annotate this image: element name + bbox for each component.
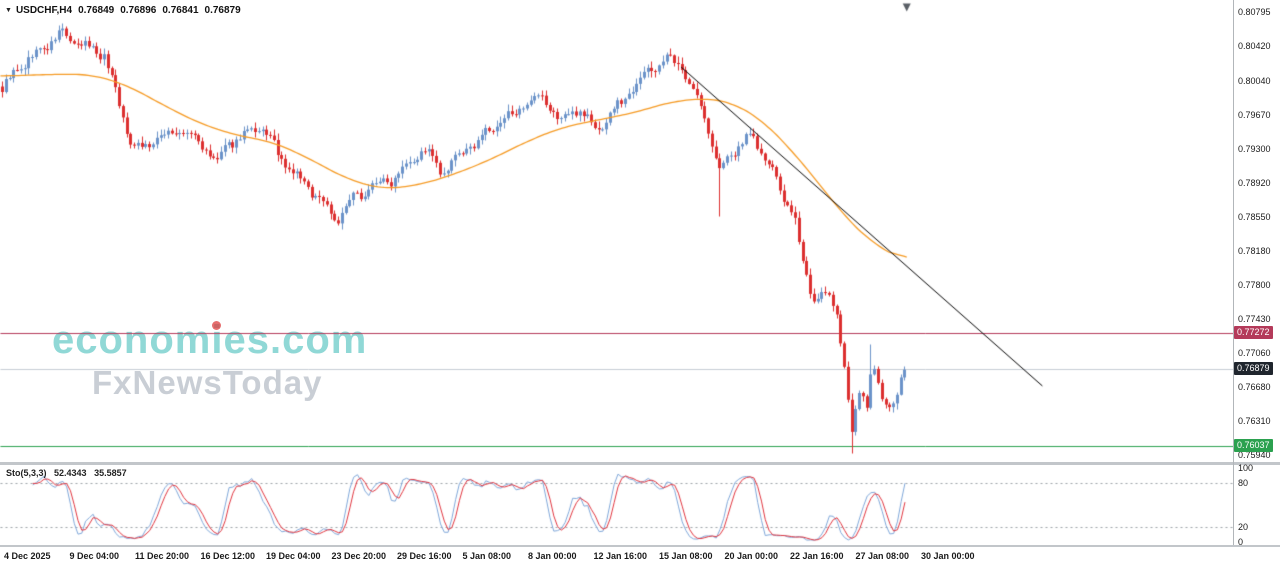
time-axis-label: 27 Jan 08:00: [855, 551, 910, 561]
price-axis-label: 0.77060: [1238, 347, 1271, 358]
price-axis-label: 0.76680: [1238, 382, 1271, 393]
symbol-dropdown-icon[interactable]: ▼: [5, 7, 12, 14]
price-level-badge: 0.77272: [1234, 326, 1273, 340]
price-axis-label: 0.77430: [1238, 313, 1271, 324]
ohlc-close-value: 0.76879: [204, 5, 241, 16]
indicator-name: Sto(5,3,3): [6, 468, 47, 478]
indicator-label: Sto(5,3,3) 52.4343 35.5857: [6, 468, 132, 478]
price-level-badge: 0.76037: [1234, 438, 1273, 452]
time-axis: 4 Dec 2025 9 Dec 04:00 11 Dec 20:00 16 Dec …: [0, 548, 1280, 567]
stoch-axis-label: 0: [1238, 537, 1244, 547]
time-axis-label: 5 Jan 08:00: [462, 551, 512, 561]
price-axis-label: 0.79670: [1238, 109, 1271, 120]
main-price-pane[interactable]: economies.com FxNewsToday ▼ USDCHF,H4 0.…: [0, 0, 1233, 462]
price-axis-label: 0.77800: [1238, 280, 1271, 291]
stoch-axis-label: 100: [1238, 463, 1254, 473]
time-axis-label: 22 Jan 16:00: [790, 551, 844, 561]
price-axis-label: 0.80795: [1238, 7, 1271, 18]
time-axis-label: 8 Jan 00:00: [528, 551, 577, 561]
ohlc-high-value: 0.76896: [120, 5, 157, 16]
symbol-timeframe-label: USDCHF,H4: [15, 5, 73, 16]
price-axis-label: 0.78920: [1238, 178, 1271, 189]
price-axis-label: 0.79300: [1238, 143, 1271, 154]
stoch-d-value: 35.5857: [94, 468, 127, 478]
price-axis-label: 0.78550: [1238, 211, 1271, 222]
price-axis-label: 0.78180: [1238, 245, 1271, 256]
time-axis-label: 19 Dec 04:00: [266, 551, 321, 561]
price-axis-divider: [1233, 0, 1234, 545]
price-axis-label: 0.75940: [1238, 449, 1271, 460]
symbol-info-bar: ▼ USDCHF,H4 0.76849 0.76896 0.76841 0.76…: [5, 5, 247, 16]
stoch-axis-label: 20: [1238, 522, 1249, 533]
time-axis-label: 11 Dec 20:00: [135, 551, 190, 561]
time-axis-label: 30 Jan 00:00: [921, 551, 975, 561]
price-axis-label: 0.76310: [1238, 415, 1271, 426]
time-axis-separator: [0, 545, 1280, 547]
price-axis-label: 0.80420: [1238, 41, 1271, 52]
candlestick-chart-canvas[interactable]: [0, 0, 1233, 462]
time-axis-label: 9 Dec 04:00: [69, 551, 120, 561]
stoch-axis-label: 80: [1238, 477, 1249, 488]
ohlc-open-value: 0.76849: [78, 5, 115, 16]
ohlc-low-value: 0.76841: [162, 5, 199, 16]
stoch-k-value: 52.4343: [54, 468, 87, 478]
pane-separator[interactable]: [0, 462, 1280, 465]
price-axis: 0.80795 0.80420 0.80040 0.79670 0.79300 0.789…: [1234, 0, 1280, 547]
time-axis-label: 4 Dec 2025: [4, 551, 51, 561]
time-axis-label: 12 Jan 16:00: [593, 551, 648, 561]
time-axis-label: 29 Dec 16:00: [397, 551, 452, 561]
price-axis-label: 0.80040: [1238, 76, 1271, 87]
stochastic-pane-canvas[interactable]: [0, 465, 1233, 545]
time-axis-label: 20 Jan 00:00: [724, 551, 779, 561]
time-axis-label: 15 Jan 08:00: [659, 551, 713, 561]
price-level-badge: 0.76879: [1234, 362, 1273, 376]
time-axis-label: 23 Dec 20:00: [331, 551, 387, 561]
time-axis-label: 16 Dec 12:00: [200, 551, 256, 561]
